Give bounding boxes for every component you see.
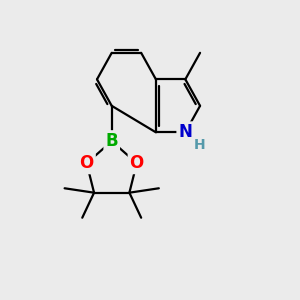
Text: H: H	[194, 138, 206, 152]
Text: B: B	[105, 132, 118, 150]
Text: N: N	[178, 123, 192, 141]
Text: O: O	[130, 154, 144, 172]
Text: O: O	[80, 154, 94, 172]
